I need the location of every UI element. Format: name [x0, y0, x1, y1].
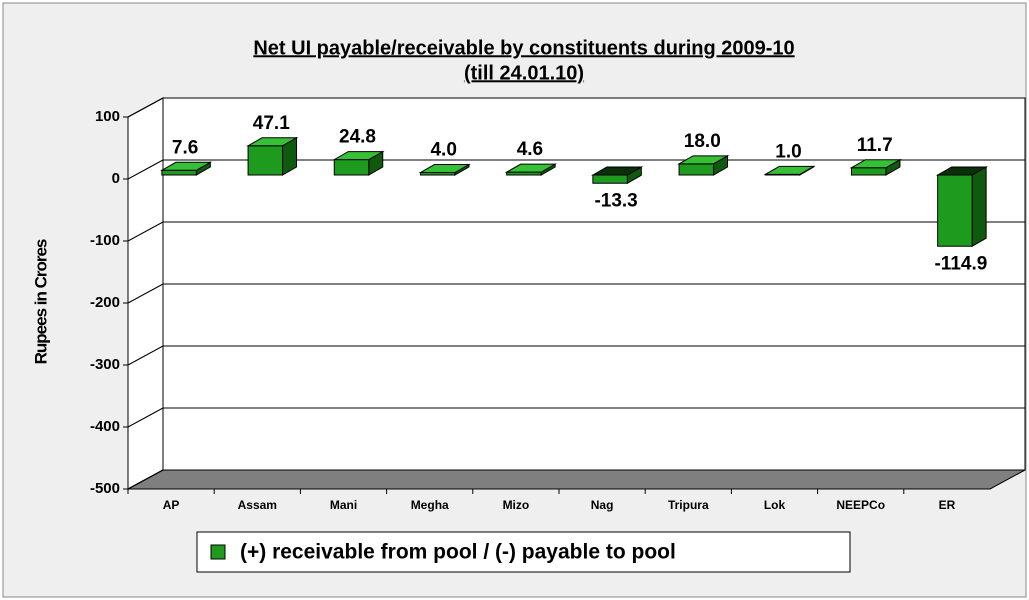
y-axis-label: Rupees in Crores	[31, 239, 50, 364]
grid-line	[127, 159, 164, 180]
grid-line	[127, 345, 164, 366]
bar-top	[504, 163, 558, 173]
data-label: 7.6	[172, 137, 198, 158]
bar-top	[677, 155, 730, 165]
bar-top	[246, 137, 299, 147]
data-label: 4.6	[517, 139, 543, 160]
grid-line	[127, 221, 164, 242]
chart-title: Net UI payable/receivable by constituent…	[253, 37, 794, 59]
data-label: 11.7	[857, 135, 893, 156]
bar-top	[418, 164, 471, 174]
data-label: -13.3	[594, 190, 637, 211]
bar-top	[849, 159, 902, 169]
x-tick-label: NEEPCo	[836, 498, 885, 512]
bar	[592, 174, 628, 184]
y-tick-label: -400	[90, 418, 120, 435]
x-tick-label: ER	[939, 498, 956, 512]
bar-top	[763, 165, 816, 175]
x-tick-label: Megha	[411, 498, 449, 512]
y-tick-label: -100	[90, 232, 120, 249]
grid-line	[127, 407, 164, 428]
y-tick-label: 100	[95, 108, 120, 125]
bar-top	[159, 161, 213, 171]
x-tick-label: Lok	[764, 498, 786, 512]
bar-side	[971, 166, 987, 248]
data-label: -114.9	[934, 253, 987, 274]
bar	[937, 174, 973, 247]
x-tick-label: Mizo	[503, 498, 530, 512]
data-label: 4.0	[430, 140, 456, 161]
x-tick-label: Nag	[591, 498, 614, 512]
data-label: 18.0	[684, 131, 721, 152]
chart-subtitle: (till 24.01.10)	[464, 62, 584, 84]
floor	[127, 469, 1026, 490]
x-tick-label: Assam	[238, 498, 277, 512]
x-tick-label: AP	[163, 498, 180, 512]
bar	[247, 145, 284, 176]
y-tick-label: -500	[90, 480, 120, 497]
x-tick-label: Tripura	[668, 498, 709, 512]
bar	[678, 163, 715, 176]
bar	[161, 169, 197, 176]
y-tick-label: 0	[112, 170, 120, 187]
bar-top	[332, 151, 385, 161]
bar	[333, 159, 370, 176]
data-label: 47.1	[253, 113, 290, 134]
data-label: 24.8	[339, 127, 376, 148]
bar-top	[590, 166, 644, 176]
bar-top	[935, 166, 989, 176]
legend-box	[196, 531, 851, 573]
grid-line	[127, 469, 164, 490]
grid-line	[127, 283, 164, 304]
legend-label: (+) receivable from pool / (-) payable t…	[240, 541, 676, 564]
x-tick-label: Mani	[330, 498, 357, 512]
grid-line	[127, 97, 164, 118]
y-tick-label: -200	[90, 294, 120, 311]
y-tick-label: -300	[90, 356, 120, 373]
data-label: 1.0	[775, 141, 801, 162]
legend-swatch	[210, 544, 226, 560]
bar	[850, 167, 887, 176]
